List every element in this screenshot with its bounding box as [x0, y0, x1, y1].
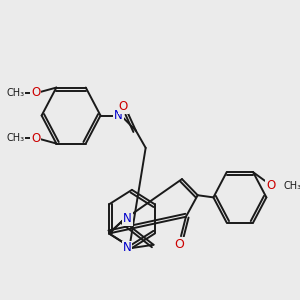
Text: N: N [123, 242, 131, 254]
Text: CH₃: CH₃ [6, 133, 24, 143]
Text: N: N [114, 109, 123, 122]
Text: N: N [123, 212, 132, 225]
Text: O: O [174, 238, 184, 251]
Text: CH₃: CH₃ [283, 181, 300, 191]
Text: O: O [31, 132, 40, 145]
Text: CH₃: CH₃ [6, 88, 24, 98]
Text: H: H [122, 102, 130, 112]
Text: O: O [266, 178, 275, 192]
Text: O: O [118, 100, 128, 113]
Text: O: O [31, 86, 40, 99]
